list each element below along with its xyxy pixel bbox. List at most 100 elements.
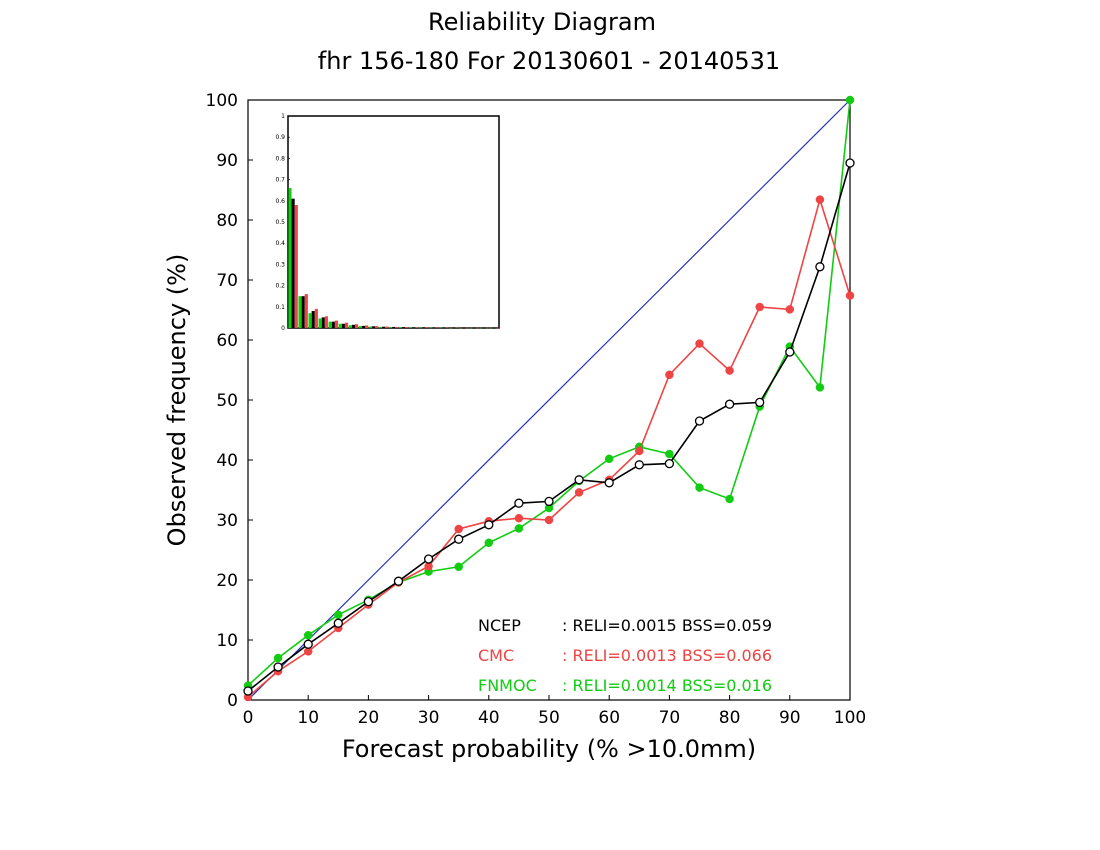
data-point-ncep: [664, 458, 675, 469]
inset-bar-fnmoc: [348, 325, 352, 328]
inset-bar-cmc: [354, 324, 359, 328]
data-point-ncep: [634, 460, 644, 470]
inset-y-tick-label: 0.9: [275, 134, 285, 141]
inset-bar-fnmoc: [449, 327, 453, 329]
data-point-fnmoc: [695, 483, 704, 492]
legend-name-fnmoc: FNMOC: [478, 676, 537, 695]
inset-bar-cmc: [324, 316, 328, 328]
inset-bar-ncep: [442, 327, 446, 329]
data-point-ncep: [423, 554, 434, 564]
inset-bar-cmc: [344, 322, 349, 328]
inset-y-tick-label: 0.2: [275, 283, 285, 290]
inset-bar-cmc: [385, 326, 389, 328]
inset-bar-cmc: [334, 320, 339, 328]
inset-bar-fnmoc: [429, 327, 433, 329]
series-ncep: [243, 158, 855, 696]
y-tick-label: 50: [216, 391, 238, 411]
data-point-cmc: [665, 370, 674, 380]
data-point-ncep: [574, 475, 584, 485]
inset-bar-fnmoc: [288, 188, 292, 328]
y-tick-label: 90: [216, 151, 238, 171]
inset-bar-cmc: [365, 325, 369, 328]
y-tick-label: 80: [216, 211, 238, 231]
data-point-cmc: [454, 524, 463, 534]
inset-y-tick-label: 0.6: [275, 198, 285, 205]
inset-y-tick-label: 0.4: [275, 240, 285, 247]
data-point-ncep: [454, 534, 464, 544]
y-tick-label: 40: [216, 451, 238, 471]
data-point-cmc: [845, 291, 855, 300]
inset-bar-cmc: [475, 327, 479, 329]
inset-y-tick-label: 0.7: [275, 177, 285, 184]
data-point-ncep: [484, 520, 494, 530]
x-tick-label: 70: [659, 708, 681, 728]
axis-ticks: 0 10 20 30 40 50 60 70 80 90 100010203040506070809…: [206, 91, 867, 728]
x-axis-label: Forecast probability (% >10.0mm): [342, 735, 756, 763]
data-point-fnmoc: [454, 562, 463, 572]
data-point-cmc: [635, 446, 644, 456]
y-axis-label: Observed frequency (%): [163, 254, 191, 547]
legend-name-cmc: CMC: [478, 646, 514, 665]
data-point-cmc: [544, 515, 554, 525]
data-point-fnmoc: [484, 538, 494, 548]
data-point-fnmoc: [845, 95, 855, 105]
inset-bar-cmc: [415, 327, 419, 328]
data-point-ncep: [303, 639, 313, 649]
inset-bar-fnmoc: [368, 326, 372, 328]
y-tick-label: 30: [216, 511, 238, 531]
x-tick-label: 60: [598, 708, 620, 728]
inset-bar-cmc: [395, 326, 399, 328]
chart-subtitle: fhr 156-180 For 20130601 - 20140531: [318, 47, 780, 75]
inset-bar-cmc: [485, 327, 489, 329]
inset-bar-cmc: [435, 327, 439, 329]
data-point-ncep: [755, 397, 765, 408]
y-tick-label: 0: [227, 691, 238, 711]
y-tick-label: 20: [216, 571, 238, 591]
inset-bar-ncep: [371, 326, 376, 328]
inset-bar-fnmoc: [408, 327, 413, 328]
data-point-ncep: [243, 686, 253, 696]
inset-bar-ncep: [331, 321, 335, 328]
inset-bar-fnmoc: [358, 326, 362, 328]
inset-bar-cmc: [405, 327, 409, 328]
data-point-fnmoc: [514, 524, 524, 533]
data-point-fnmoc: [725, 494, 734, 504]
data-point-ncep: [724, 399, 735, 409]
data-point-ncep: [333, 618, 343, 628]
inset-bar-ncep: [482, 327, 486, 329]
legend-name-ncep: NCEP: [478, 616, 521, 635]
data-point-fnmoc: [273, 653, 283, 663]
data-point-cmc: [725, 366, 734, 375]
inset-bar-ncep: [462, 327, 466, 329]
inset-histogram: 0 0.1 0.2 0.3 0.4 0.5 0.6 0.7 0.8 0.9 1: [275, 113, 500, 332]
inset-bar-cmc: [304, 294, 308, 328]
data-point-ncep: [363, 596, 374, 607]
inset-bar-fnmoc: [398, 327, 403, 328]
inset-bar-fnmoc: [419, 327, 423, 329]
x-tick-label: 80: [719, 708, 741, 728]
data-point-cmc: [514, 513, 524, 523]
chart-title: Reliability Diagram: [428, 8, 656, 36]
inset-bar-fnmoc: [479, 327, 483, 329]
y-tick-label: 70: [216, 271, 238, 291]
data-point-ncep: [273, 662, 283, 672]
legend: NCEP: RELI=0.0015 BSS=0.059 CMC: RELI=0.0…: [478, 616, 772, 695]
data-point-cmc: [755, 302, 764, 312]
inset-bar-ncep: [351, 324, 355, 328]
data-point-ncep: [694, 416, 705, 426]
inset-bar-fnmoc: [298, 296, 302, 328]
inset-bar-cmc: [455, 327, 459, 329]
perfect-reliability-line: [247, 99, 851, 701]
inset-bar-ncep: [412, 327, 416, 328]
data-point-ncep: [514, 498, 524, 508]
x-tick-label: 20: [358, 708, 380, 728]
data-point-cmc: [574, 488, 584, 497]
inset-bar-ncep: [311, 311, 315, 328]
diagonal-line: [247, 99, 851, 701]
inset-bar-fnmoc: [439, 327, 443, 329]
data-point-cmc: [815, 195, 825, 204]
inset-bar-fnmoc: [378, 326, 382, 328]
inset-bar-cmc: [465, 327, 469, 329]
inset-bar-ncep: [492, 327, 496, 329]
inset-bar-ncep: [472, 327, 476, 329]
